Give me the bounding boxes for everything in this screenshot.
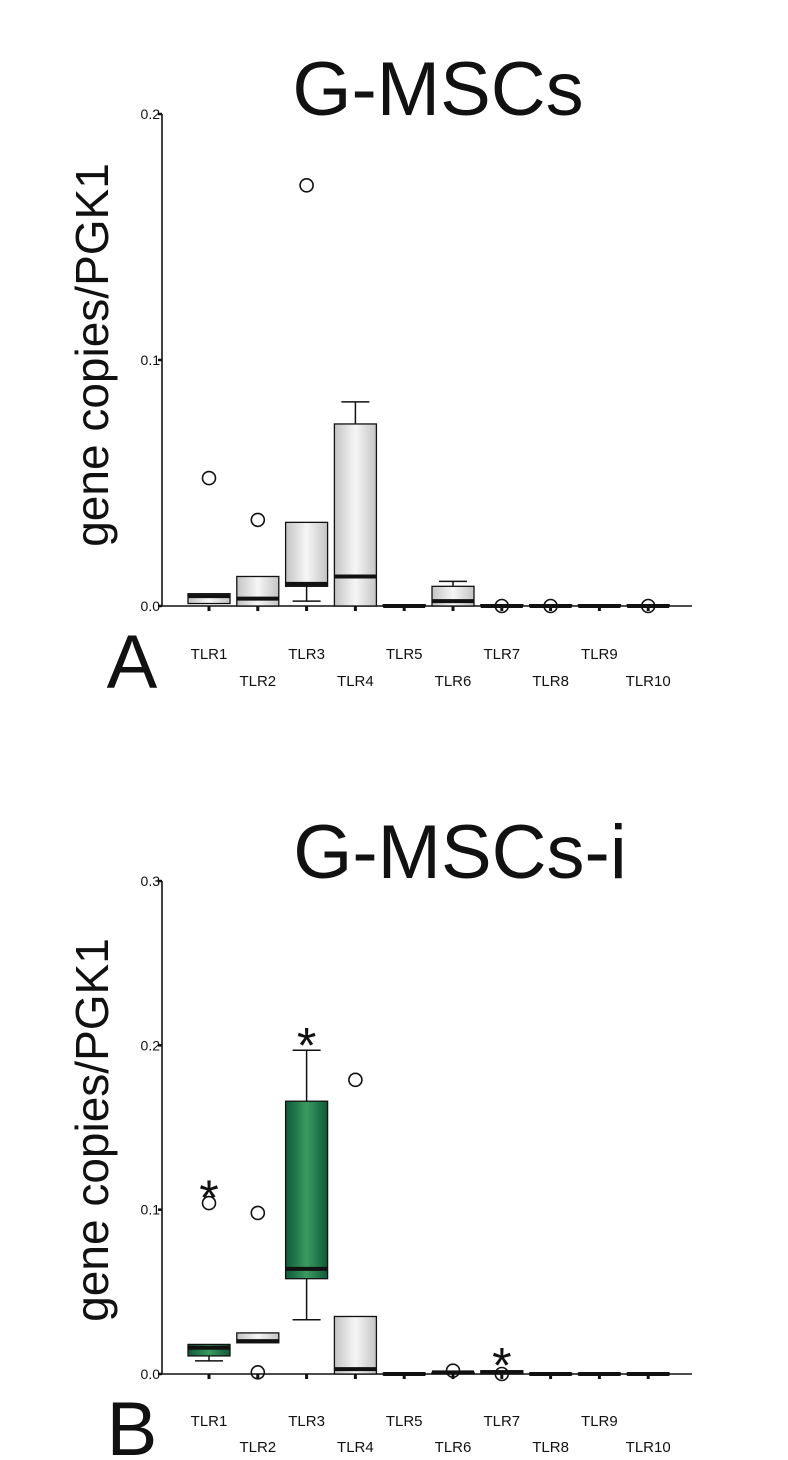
box-body xyxy=(333,423,378,607)
x-tick-label: TLR4 xyxy=(337,673,374,690)
box-tlr8 xyxy=(528,1372,573,1376)
box-tlr4 xyxy=(333,401,378,607)
x-tick-label: TLR3 xyxy=(288,646,325,663)
outlier-point xyxy=(494,598,510,614)
outlier-point xyxy=(201,1195,217,1211)
outlier-point xyxy=(494,1366,510,1382)
x-tick-label: TLR3 xyxy=(288,1413,325,1430)
x-tick-label: TLR5 xyxy=(386,1413,423,1430)
outlier-point xyxy=(250,1365,266,1380)
box-tlr3 xyxy=(284,178,329,602)
y-tick-label: 0.1 xyxy=(141,352,161,368)
outlier-point xyxy=(250,512,266,528)
y-tick-label: 0.3 xyxy=(141,873,161,889)
box-tlr2 xyxy=(236,512,280,607)
box-body xyxy=(187,593,231,605)
panel-letter: A xyxy=(107,620,158,705)
chart-title: G-MSCs-i xyxy=(293,810,627,895)
box-tlr9 xyxy=(577,1372,622,1376)
chart-title: G-MSCs xyxy=(292,47,583,132)
x-tick-label: TLR6 xyxy=(435,1439,472,1456)
x-tick-label: TLR7 xyxy=(483,1413,520,1430)
x-tick-label: TLR1 xyxy=(191,646,228,663)
box-tlr5 xyxy=(382,1372,426,1376)
significance-star: * xyxy=(297,1017,316,1073)
y-tick-label: 0.2 xyxy=(141,106,161,122)
box-tlr1 xyxy=(187,470,231,605)
outlier-point xyxy=(250,1205,266,1221)
box-tlr9 xyxy=(577,604,622,608)
box-body xyxy=(284,521,329,587)
y-axis-label: gene copies/PGK1 xyxy=(66,938,118,1322)
box-tlr7 xyxy=(480,1366,524,1382)
x-tick-label: TLR9 xyxy=(581,1413,618,1430)
box-tlr6 xyxy=(431,580,475,607)
x-tick-label: TLR8 xyxy=(532,673,569,690)
box-tlr5 xyxy=(382,604,426,608)
box-tlr8 xyxy=(528,598,573,614)
outlier-point xyxy=(348,1072,363,1088)
y-tick-label: 0.2 xyxy=(141,1037,161,1053)
panel-b: G-MSCs-i gene copies/PGK1 B 0.0 0.1 0.2 0.3 TLR… xyxy=(66,810,692,1460)
box-tlr1 xyxy=(187,1195,231,1362)
box-body xyxy=(187,1343,231,1357)
y-axis-label: gene copies/PGK1 xyxy=(66,163,118,547)
x-tick-label: TLR10 xyxy=(626,1439,671,1456)
box-tlr10 xyxy=(626,1372,670,1376)
panel-letter: B xyxy=(107,1387,158,1460)
x-tick-label: TLR1 xyxy=(191,1413,228,1430)
y-tick-label: 0.1 xyxy=(141,1202,161,1218)
x-tick-label: TLR2 xyxy=(239,673,276,690)
box-tlr4 xyxy=(333,1072,378,1375)
outlier-point xyxy=(543,598,558,614)
y-tick-label: 0.0 xyxy=(141,1366,161,1382)
box-body xyxy=(333,1315,378,1375)
x-tick-label: TLR8 xyxy=(532,1439,569,1456)
box-tlr2 xyxy=(236,1205,280,1380)
box-tlr3 xyxy=(284,1049,329,1321)
y-tick-label: 0.0 xyxy=(141,598,161,614)
box-tlr10 xyxy=(626,598,670,614)
panel-a: G-MSCs gene copies/PGK1 A 0.0 0.1 0.2 TLR1 TLR2… xyxy=(66,47,692,705)
outlier-point xyxy=(201,470,217,486)
x-tick-label: TLR4 xyxy=(337,1439,374,1456)
outlier-point xyxy=(445,1363,461,1379)
box-body xyxy=(284,1100,329,1280)
x-tick-label: TLR9 xyxy=(581,646,618,663)
outlier-point xyxy=(640,598,656,614)
significance-star: * xyxy=(199,1170,218,1226)
x-tick-label: TLR6 xyxy=(435,673,472,690)
box-tlr7 xyxy=(480,598,524,614)
x-tick-label: TLR10 xyxy=(626,673,671,690)
x-tick-label: TLR7 xyxy=(483,646,520,663)
x-tick-label: TLR2 xyxy=(239,1439,276,1456)
box-body xyxy=(236,575,280,607)
significance-star: * xyxy=(492,1338,511,1394)
outlier-point xyxy=(299,178,314,193)
box-tlr6 xyxy=(431,1363,475,1379)
x-tick-label: TLR5 xyxy=(386,646,423,663)
